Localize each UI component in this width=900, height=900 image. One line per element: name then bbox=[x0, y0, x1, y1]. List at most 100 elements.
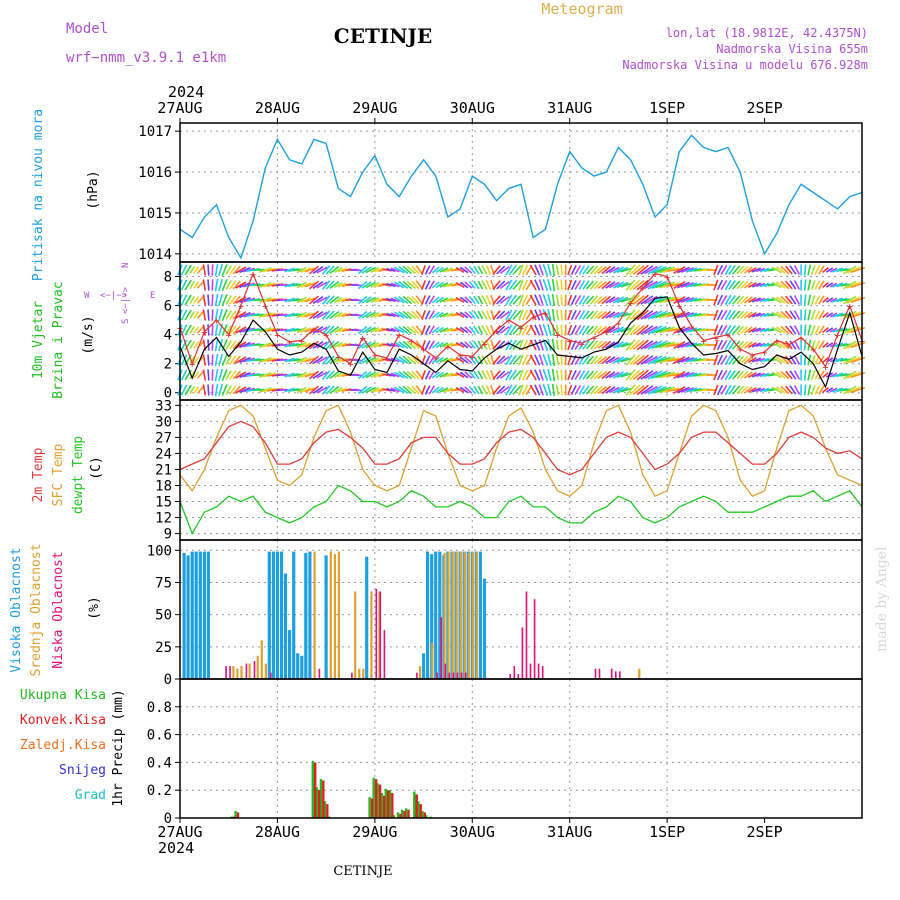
wind-arrow bbox=[431, 326, 440, 334]
wind-arrow bbox=[825, 342, 834, 348]
wind-arrow bbox=[803, 279, 807, 291]
sfc-temp-line bbox=[179, 404, 863, 498]
wind-arrow bbox=[605, 386, 616, 394]
wind-arrow bbox=[832, 282, 844, 288]
wind-arrow bbox=[485, 264, 492, 276]
cloud-high-bar bbox=[426, 551, 430, 679]
wind-arrow bbox=[180, 354, 188, 366]
wind-arrow bbox=[229, 370, 237, 380]
wind-arrow bbox=[258, 327, 272, 333]
wind-arrow bbox=[640, 370, 654, 380]
wind-arrow bbox=[235, 386, 247, 394]
wind-arrow bbox=[636, 384, 649, 396]
gust-marker: + bbox=[506, 316, 512, 327]
wind-arrow bbox=[793, 370, 801, 380]
wind-arrow bbox=[512, 370, 522, 380]
wind-arrow bbox=[822, 296, 829, 304]
wind-arrow bbox=[570, 384, 577, 396]
wind-arrow bbox=[468, 280, 476, 290]
y-tick-label: 1016 bbox=[138, 165, 172, 181]
wind-arrow bbox=[202, 324, 207, 336]
wind-arrow bbox=[818, 280, 825, 290]
wind-arrow bbox=[659, 296, 676, 304]
wind-arrow bbox=[755, 342, 766, 348]
total-rain-bar bbox=[396, 812, 400, 818]
wind-arrow bbox=[424, 355, 431, 365]
wind-arrow bbox=[605, 281, 616, 289]
compass-we-arrow: <−|−> bbox=[100, 291, 128, 301]
wind-arrow bbox=[435, 356, 444, 364]
wind-arrow bbox=[789, 295, 797, 305]
wind-arrow bbox=[574, 385, 582, 395]
gust-marker: + bbox=[238, 302, 244, 313]
wind-arrow bbox=[329, 370, 340, 380]
y-tick-label: 2 bbox=[164, 357, 172, 373]
cloud-low-bar bbox=[509, 673, 511, 679]
wind-arrow bbox=[636, 279, 649, 291]
wind-arrow bbox=[521, 294, 529, 306]
gust-marker: + bbox=[615, 319, 621, 330]
wind-panel: 0 2 4 6 8 + + + + + + + + + + + + + + + + + + + + + + + + + + + + + + + + + + +… bbox=[164, 263, 866, 402]
wind-arrow bbox=[832, 342, 844, 348]
wind-arrow bbox=[625, 354, 636, 366]
y-tick-label: 4 bbox=[164, 328, 172, 344]
gust-marker: + bbox=[323, 331, 329, 342]
wind-arrow bbox=[398, 311, 409, 319]
wind-arrow bbox=[655, 326, 671, 334]
wind-arrow bbox=[218, 338, 224, 352]
wind-arrow bbox=[421, 385, 426, 395]
panel-frame-precip bbox=[179, 678, 863, 819]
wind-arrow bbox=[713, 354, 719, 366]
wind-arrow bbox=[481, 385, 488, 395]
wind-arrow bbox=[534, 339, 541, 351]
wind-arrow bbox=[193, 386, 200, 394]
wind-arrow bbox=[751, 267, 762, 273]
wind-arrow bbox=[481, 340, 488, 350]
wind-arrow bbox=[333, 372, 343, 378]
wind-arrow bbox=[716, 369, 724, 381]
wind-arrow bbox=[239, 281, 251, 289]
wind-arrow bbox=[382, 283, 392, 287]
wind-arrow bbox=[647, 265, 663, 275]
wind-arrow bbox=[542, 294, 549, 306]
y-tick-label: 15 bbox=[155, 495, 172, 511]
wind-arrow bbox=[189, 280, 195, 290]
wind-arrow bbox=[225, 265, 232, 275]
pressure-panel: 1014 1015 1016 1017 bbox=[138, 124, 863, 263]
wind-arrow bbox=[312, 281, 324, 289]
wind-arrow bbox=[499, 385, 510, 395]
wind-arrow bbox=[394, 266, 405, 274]
gust-marker: + bbox=[822, 363, 828, 374]
wind-arrow bbox=[499, 310, 510, 320]
wind-arrow bbox=[846, 356, 861, 364]
wind-arrow bbox=[439, 267, 449, 273]
cloud-mid-bar bbox=[370, 591, 373, 679]
wind-arrow bbox=[585, 385, 595, 395]
wind-arrow bbox=[605, 371, 616, 379]
wind-arrow bbox=[578, 310, 586, 320]
wind-arrow bbox=[184, 324, 192, 336]
wind-arrow bbox=[574, 340, 582, 350]
wind-arrow bbox=[406, 295, 417, 305]
wind-arrow bbox=[759, 342, 770, 348]
wind-arrow bbox=[776, 326, 786, 334]
wind-arrow bbox=[810, 370, 816, 380]
wind-arrow bbox=[424, 280, 431, 290]
wind-arrow bbox=[304, 357, 316, 363]
wind-arrow bbox=[477, 370, 484, 380]
wind-arrow bbox=[442, 342, 453, 348]
y-tick-label: 25 bbox=[155, 640, 172, 656]
gust-marker: + bbox=[628, 299, 634, 310]
total-rain-bar bbox=[319, 779, 323, 818]
wind-arrow bbox=[644, 310, 658, 320]
wind-arrow bbox=[784, 310, 793, 320]
y-tick-label: 50 bbox=[155, 608, 172, 624]
wind-arrow bbox=[567, 264, 573, 276]
wind-arrow bbox=[337, 342, 347, 348]
cloud-high-bar bbox=[186, 555, 190, 679]
wind-arrow bbox=[300, 342, 312, 348]
wind-arrow bbox=[357, 355, 368, 365]
wind-arrow bbox=[829, 372, 838, 378]
wind-arrow bbox=[386, 358, 396, 362]
